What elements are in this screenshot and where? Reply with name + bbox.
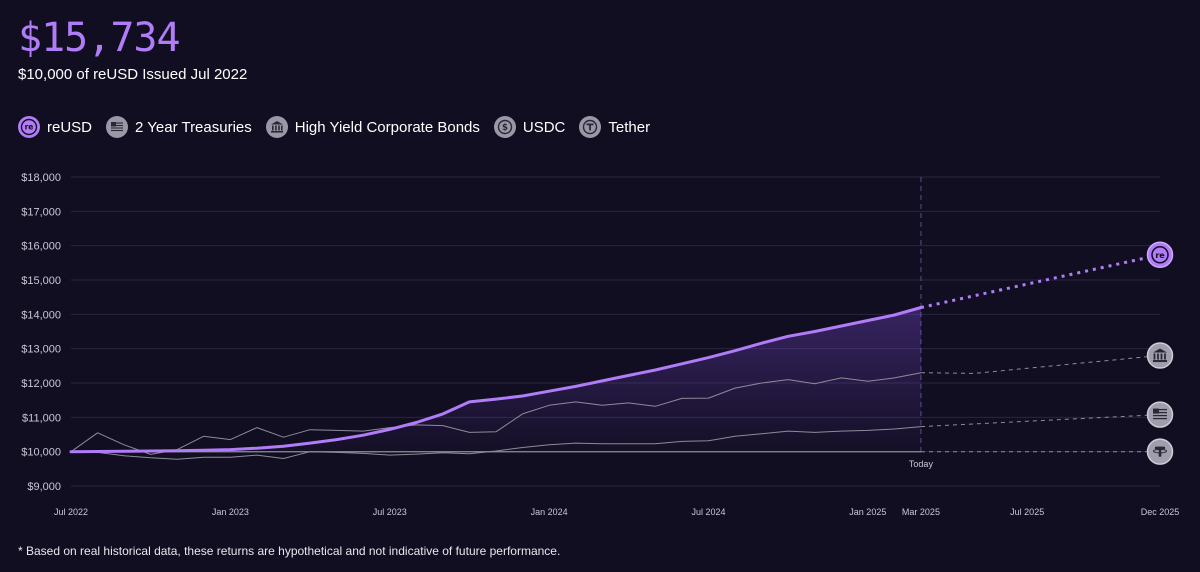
chart-legend: re reUSD 2 Year Treasuries: [18, 116, 664, 138]
y-tick-label: $10,000: [21, 447, 61, 459]
legend-item-2-year-treasuries[interactable]: 2 Year Treasuries: [106, 116, 252, 138]
x-tick-label: Dec 2025: [1141, 507, 1180, 517]
series-line-high-yield-corporate-bonds: [70, 372, 922, 455]
legend-label-reusd: reUSD: [47, 118, 93, 136]
x-tick-label: Mar 2025: [902, 507, 940, 517]
legend-label-tether: Tether: [608, 118, 651, 136]
growth-line-chart: $9,000 $10,000 $11,000 $12,000 $13,000 $14,00…: [21, 172, 1180, 517]
end-marker-bank-icon: [1146, 342, 1174, 369]
y-tick-label: $16,000: [21, 241, 61, 253]
x-tick-label: Jul 2024: [691, 507, 725, 517]
legend-label-usdc: USDC: [522, 118, 566, 136]
series-projection-reusd: [920, 253, 1161, 309]
disclaimer-footnote: * Based on real historical data, these r…: [18, 544, 561, 558]
y-tick-label: $12,000: [21, 378, 61, 390]
investment-subtitle: $10,000 of reUSD Issued Jul 2022: [18, 66, 248, 83]
us-flag-icon: [106, 116, 129, 138]
series-projection-2-year-treasuries: [920, 414, 1161, 428]
legend-label-2-year-treasuries: 2 Year Treasuries: [135, 118, 252, 136]
x-tick-label: Jul 2022: [54, 507, 88, 517]
legend-label-high-yield-corporate-bonds: High Yield Corporate Bonds: [294, 118, 480, 136]
x-tick-label: Jan 2024: [531, 507, 568, 517]
end-marker-us-flag-icon: [1146, 401, 1174, 428]
dollar-coin-icon: $: [493, 116, 516, 138]
y-tick-label: $14,000: [21, 309, 61, 321]
legend-item-reusd[interactable]: re reUSD: [18, 116, 92, 138]
reusd-area: [71, 307, 921, 452]
today-label: Today: [909, 459, 934, 469]
y-tick-label: $9,000: [27, 481, 61, 493]
tether-icon: [579, 116, 602, 138]
y-tick-label: $15,000: [21, 275, 61, 287]
x-tick-label: Jul 2023: [373, 507, 407, 517]
legend-item-high-yield-corporate-bonds[interactable]: High Yield Corporate Bonds: [265, 116, 480, 138]
legend-item-usdc[interactable]: $ USDC: [493, 116, 566, 138]
bank-icon: [265, 116, 288, 138]
portfolio-value: $15,734: [18, 15, 181, 61]
legend-item-tether[interactable]: Tether: [579, 116, 650, 138]
series-line-2-year-treasuries: [70, 426, 922, 460]
x-tick-label: Jan 2023: [212, 507, 249, 517]
x-tick-label: Jan 2025: [849, 507, 886, 517]
series-line-reusd: [69, 306, 923, 454]
end-marker-tether-icon: [1146, 438, 1174, 465]
svg-text:$: $: [502, 123, 508, 133]
svg-text:re: re: [1155, 251, 1165, 260]
svg-text:re: re: [25, 123, 34, 132]
reusd-icon: re: [18, 116, 40, 138]
y-tick-label: $13,000: [21, 344, 61, 356]
end-marker-reusd-icon: re: [1146, 241, 1174, 269]
y-tick-label: $11,000: [22, 412, 61, 424]
y-tick-label: $18,000: [21, 172, 61, 184]
x-tick-label: Jul 2025: [1010, 507, 1044, 517]
y-tick-label: $17,000: [21, 206, 61, 218]
series-projection-high-yield-corporate-bonds: [920, 355, 1161, 374]
